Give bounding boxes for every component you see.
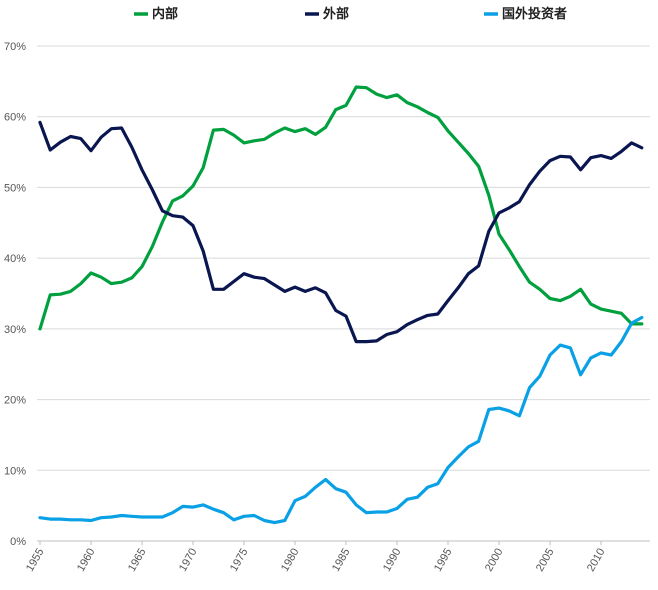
x-tick-label: 1975: [228, 547, 251, 574]
x-tick-label: 1980: [279, 547, 302, 574]
x-tick-label: 2010: [585, 547, 608, 574]
x-axis-ticks: 1955 1960 1965 1970 1975 1980 1985 1990 1995 2000…: [24, 541, 608, 574]
y-tick-label: 70%: [4, 41, 26, 53]
legend-label: 内部: [152, 6, 178, 22]
series-line-3: [38, 315, 644, 525]
x-tick-label: 2000: [483, 547, 506, 574]
y-tick-label: 20%: [4, 395, 26, 407]
y-tick-label: 30%: [4, 324, 26, 336]
legend-label: 外部: [322, 6, 349, 22]
x-tick-label: 1965: [126, 547, 149, 574]
x-tick-label: 1995: [432, 547, 455, 574]
y-axis-ticks: 0% 10% 20% 30% 40% 50% 60% 70%: [4, 41, 26, 548]
y-tick-label: 0%: [10, 536, 26, 548]
x-tick-label: 1985: [330, 547, 353, 574]
gridlines: [37, 45, 650, 471]
series-line-1: [38, 85, 644, 331]
legend: 内部 外部 国外投资者: [134, 6, 567, 22]
series-lines: [38, 85, 644, 525]
x-tick-label: 1990: [381, 547, 404, 574]
y-tick-label: 60%: [4, 112, 26, 124]
y-tick-label: 50%: [4, 182, 26, 194]
y-tick-label: 10%: [4, 465, 26, 477]
x-tick-label: 2005: [534, 547, 557, 574]
series-line-2: [38, 120, 644, 344]
x-tick-label: 1955: [24, 547, 47, 574]
x-tick-label: 1970: [177, 547, 200, 574]
y-tick-label: 40%: [4, 253, 26, 265]
x-tick-label: 1960: [75, 547, 98, 574]
legend-label: 国外投资者: [502, 6, 567, 22]
